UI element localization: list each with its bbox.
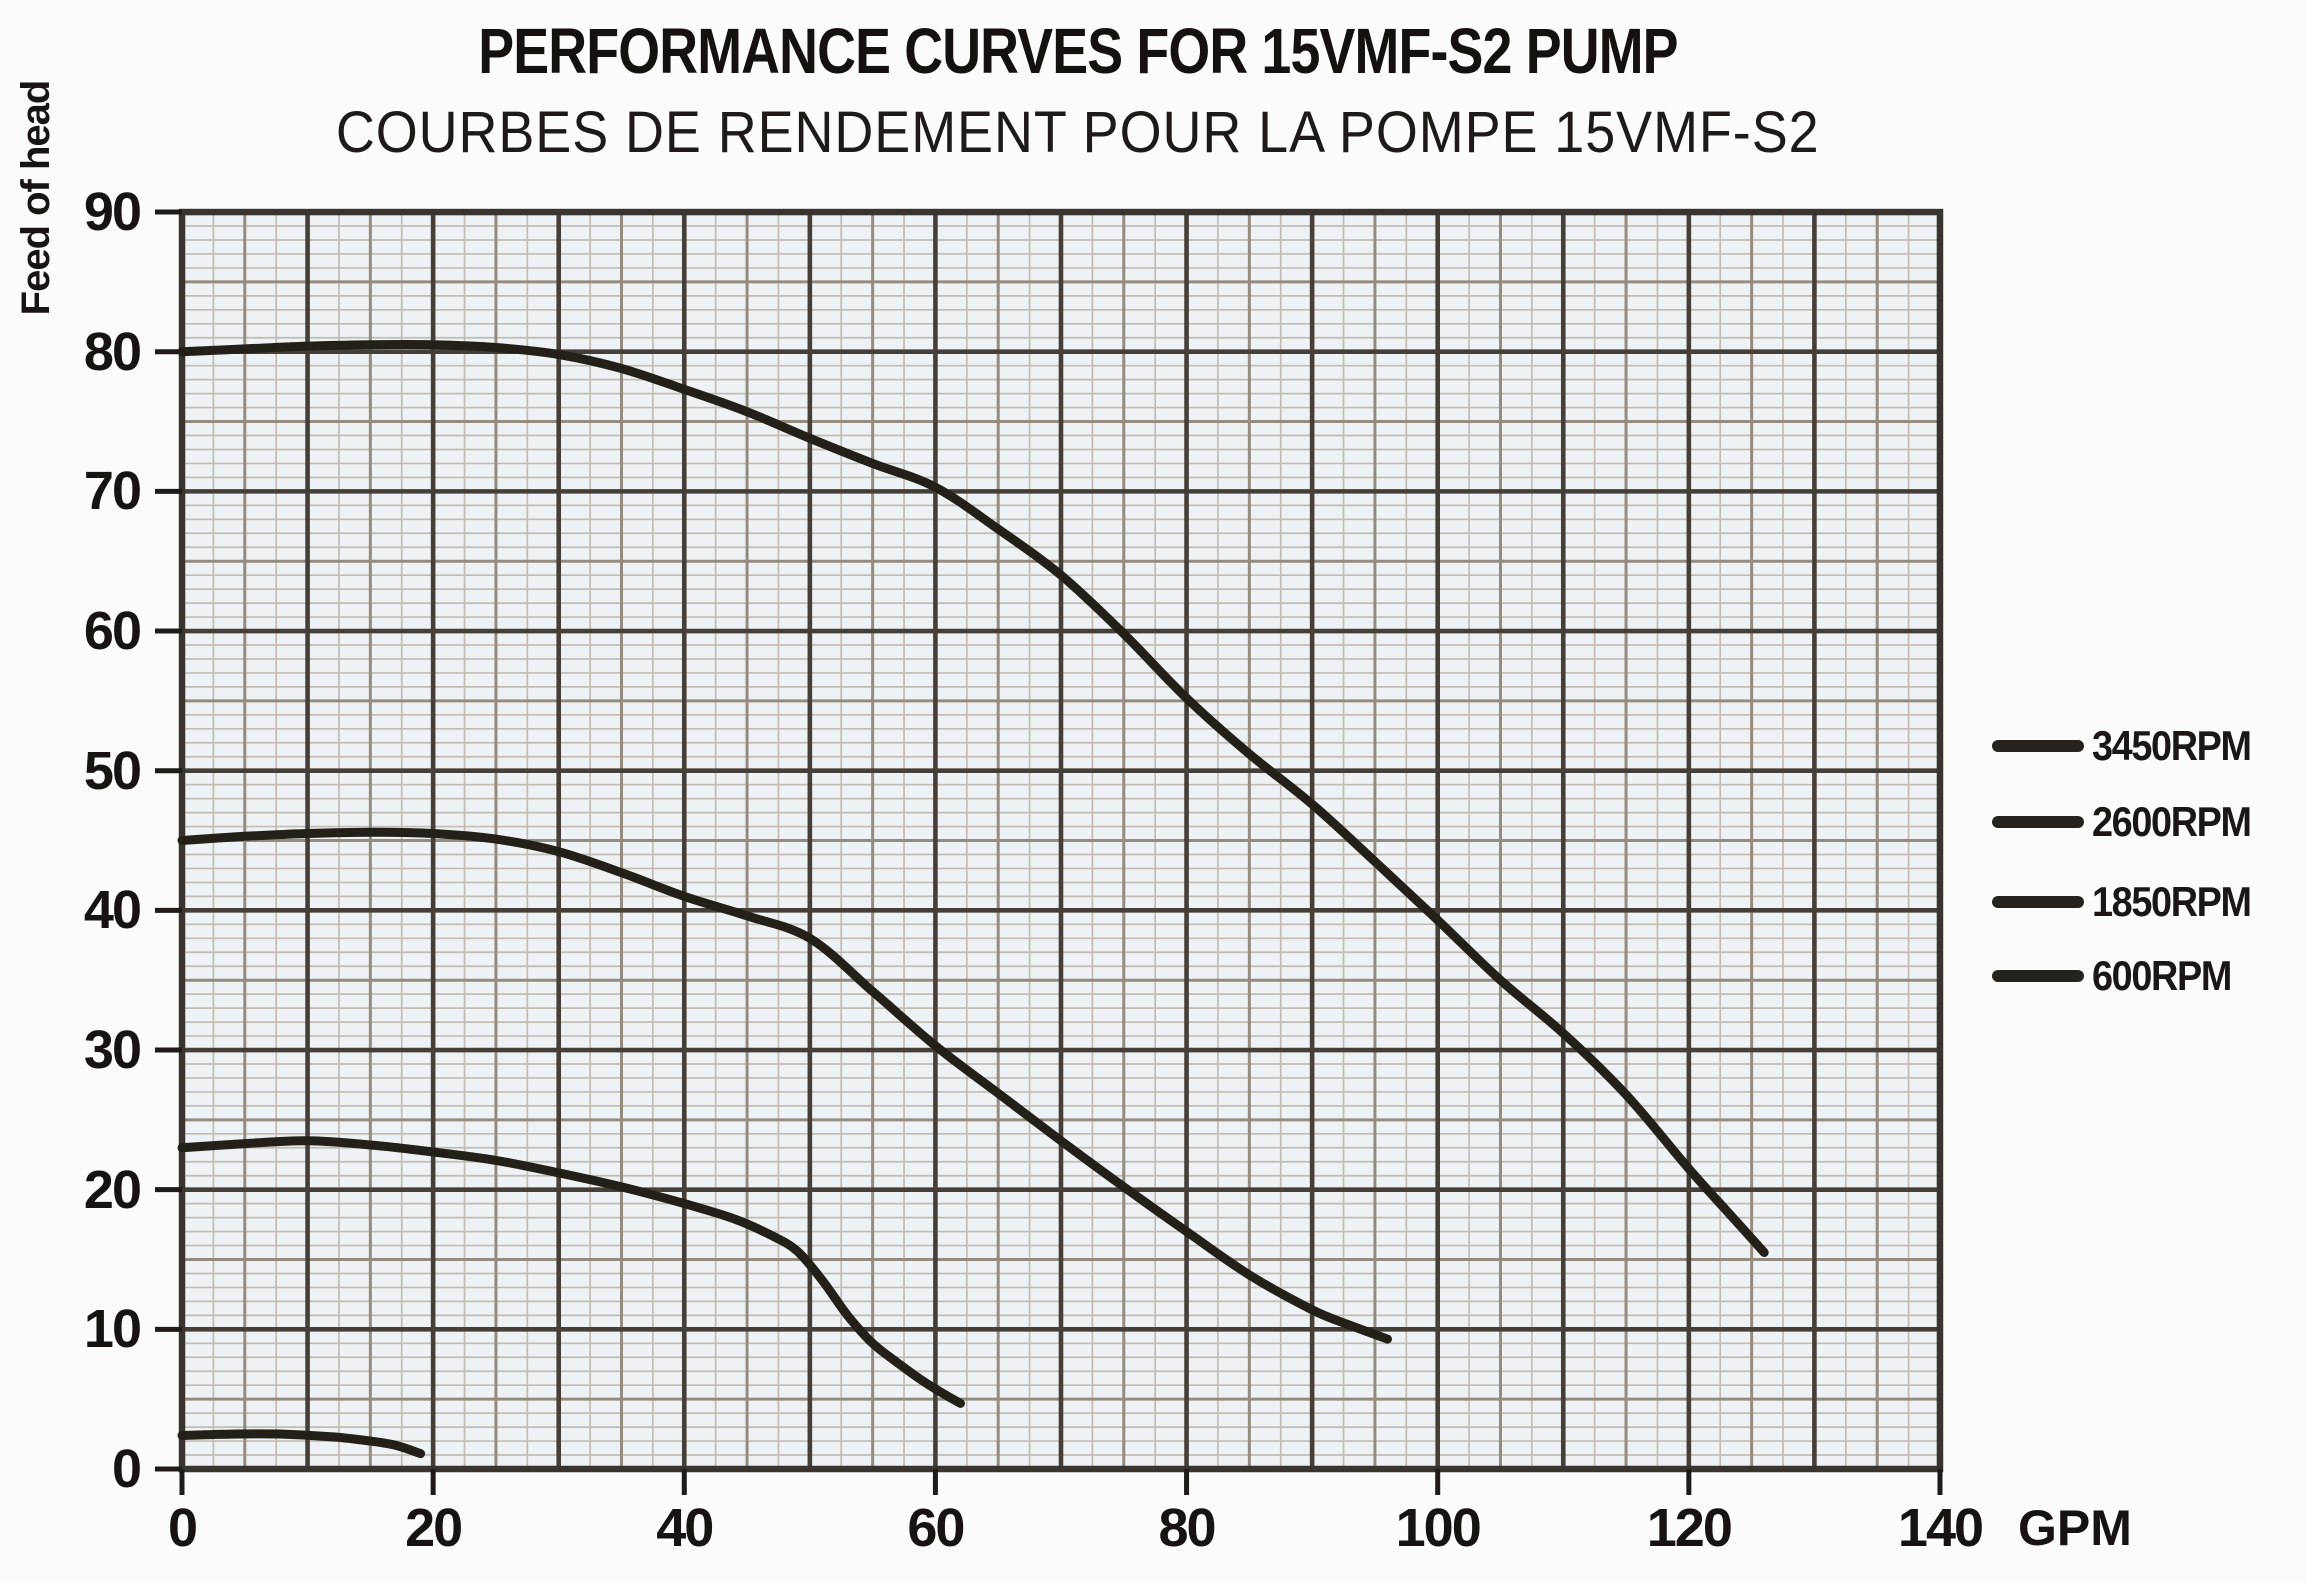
legend-label: 2600RPM — [2092, 798, 2252, 845]
legend-item-3450rpm: 3450RPM — [1992, 722, 2268, 770]
y-tick-label-40: 40 — [83, 880, 142, 941]
x-tick-label-20: 20 — [405, 1498, 463, 1558]
legend-label: 600RPM — [2092, 952, 2232, 999]
legend: 3450RPM 2600RPM 1850RPM 600RPM — [1992, 0, 2306, 1582]
chart-title: PERFORMANCE CURVES FOR 15VMF-S2 PUMP — [478, 15, 1678, 87]
x-axis-unit-label: GPM — [2018, 1500, 2132, 1556]
chart-subtitle: COURBES DE RENDEMENT POUR LA POMPE 15VMF… — [336, 100, 1820, 165]
curve-3450rpm — [177, 339, 1769, 1257]
legend-item-2600rpm: 2600RPM — [1992, 798, 2268, 846]
legend-item-1850rpm: 1850RPM — [1992, 878, 2268, 926]
legend-item-600rpm: 600RPM — [1992, 952, 2246, 1000]
x-tick-label-0: 0 — [167, 1498, 198, 1558]
page-title: PERFORMANCE CURVES FOR 15VMF-S2 PUMP — [0, 14, 2156, 88]
legend-line-swatch — [1992, 816, 2084, 828]
legend-line-swatch — [1992, 740, 2084, 752]
curve-600rpm — [177, 1429, 426, 1459]
x-tick-label-80: 80 — [1158, 1498, 1217, 1558]
x-tick-label-100: 100 — [1395, 1498, 1482, 1558]
y-tick-label-10: 10 — [83, 1299, 142, 1360]
y-tick-label-60: 60 — [83, 601, 142, 662]
x-tick-label-120: 120 — [1646, 1498, 1733, 1558]
grid — [182, 212, 1940, 1469]
y-tick-label-80: 80 — [83, 321, 142, 382]
axis-ticks — [155, 209, 1943, 1495]
y-tick-label-50: 50 — [83, 740, 142, 801]
legend-line-swatch — [1992, 970, 2084, 982]
y-tick-label-70: 70 — [83, 461, 142, 522]
legend-label: 1850RPM — [2092, 878, 2252, 925]
y-tick-label-20: 20 — [83, 1159, 142, 1220]
curve-1850rpm — [177, 1136, 965, 1408]
legend-line-swatch — [1992, 896, 2084, 908]
page-subtitle: COURBES DE RENDEMENT POUR LA POMPE 15VMF… — [0, 99, 2156, 166]
x-tick-label-60: 60 — [907, 1498, 965, 1558]
legend-label: 3450RPM — [2092, 722, 2252, 769]
y-tick-label-0: 0 — [111, 1439, 142, 1499]
curve-2600rpm — [177, 827, 1392, 1344]
x-tick-label-40: 40 — [656, 1498, 714, 1558]
y-tick-label-90: 90 — [83, 182, 142, 243]
x-tick-label-140: 140 — [1897, 1498, 1984, 1558]
y-tick-label-30: 30 — [83, 1020, 142, 1081]
